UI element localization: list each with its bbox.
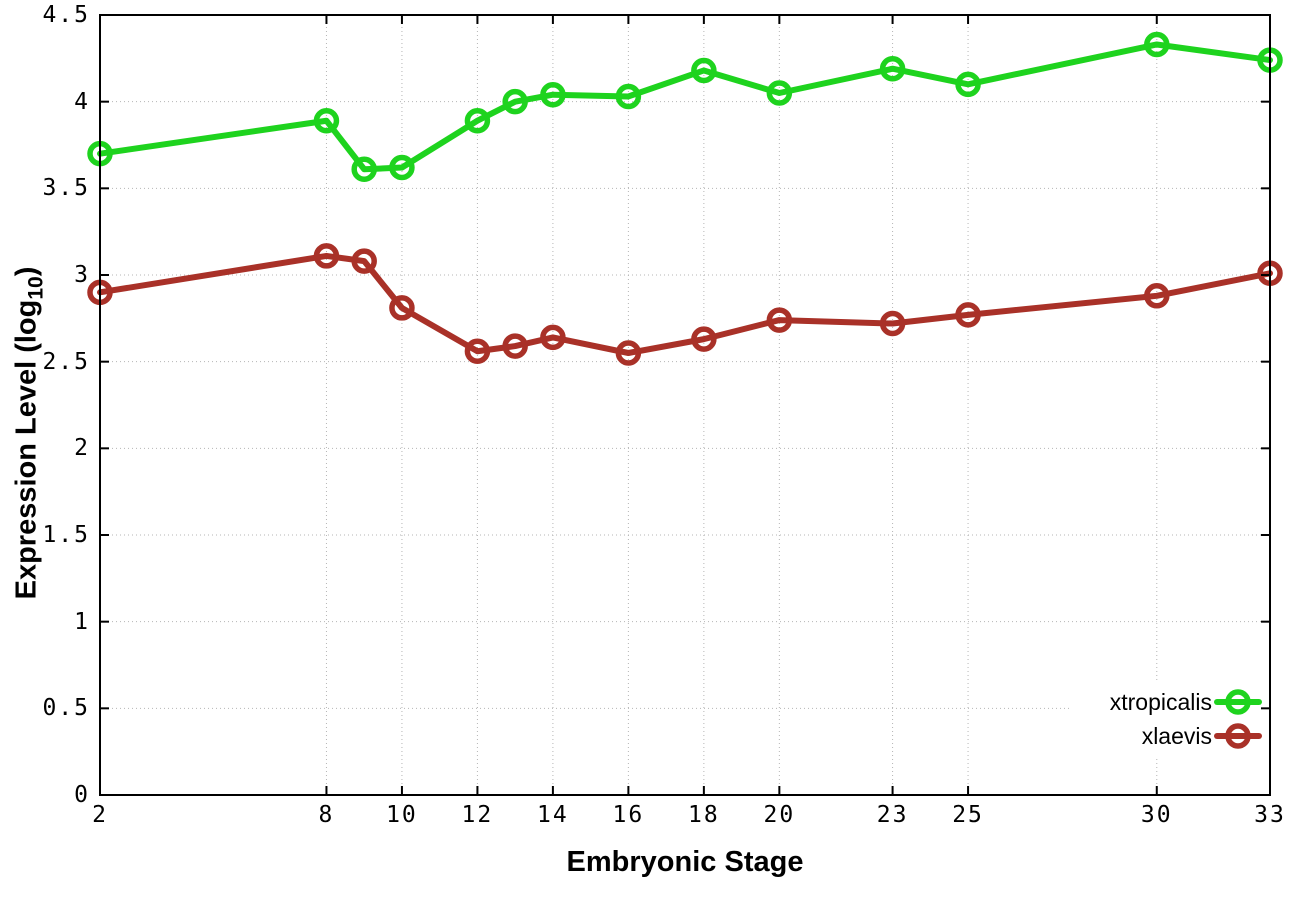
data-point-xtropicalis <box>389 154 415 181</box>
series-line-xlaevis <box>97 252 1273 356</box>
data-point-xlaevis <box>389 295 415 321</box>
legend-label-xlaevis: xlaevis <box>1141 723 1212 749</box>
data-point-xtropicalis <box>955 71 981 98</box>
data-point-xtropicalis <box>540 81 566 108</box>
y-tick-label: 0 <box>74 782 90 808</box>
y-tick-label: 1.5 <box>42 522 90 548</box>
y-tick-label: 2 <box>74 435 90 462</box>
x-tick-label: 8 <box>318 802 335 828</box>
x-tick-label: 14 <box>537 802 569 828</box>
data-point-xtropicalis <box>351 156 377 183</box>
x-tick-label: 10 <box>386 802 418 828</box>
data-point-xtropicalis <box>502 88 528 115</box>
y-tick-label: 2.5 <box>42 348 90 375</box>
data-point-xlaevis <box>691 326 717 352</box>
x-axis-title: Embryonic Stage <box>566 846 804 878</box>
data-point-xlaevis <box>766 307 793 333</box>
data-point-xlaevis <box>879 310 906 337</box>
x-tick-label: 2 <box>92 802 108 828</box>
data-point-xlaevis <box>313 243 340 269</box>
data-point-xlaevis <box>955 302 981 328</box>
data-point-xlaevis <box>615 340 642 366</box>
legend-label-xtropicalis: xtropicalis <box>1109 689 1212 715</box>
x-tick-label: 16 <box>612 802 645 828</box>
plot-border <box>99 14 1271 796</box>
legend-sample-marker-xtropicalis <box>1225 689 1251 715</box>
y-tick-label: 1 <box>74 608 90 635</box>
x-tick-label: 18 <box>688 802 720 828</box>
data-point-xlaevis <box>540 324 566 351</box>
data-point-xlaevis <box>1144 283 1170 309</box>
x-tick-label: 20 <box>763 802 796 828</box>
data-point-xtropicalis <box>1144 31 1170 58</box>
data-point-xlaevis <box>464 338 491 365</box>
y-tick-label: 3.5 <box>42 175 90 202</box>
y-tick-label: 3 <box>74 262 90 288</box>
x-tick-label: 30 <box>1140 802 1173 828</box>
x-tick-label: 33 <box>1254 802 1286 828</box>
y-tick-label: 4 <box>74 88 90 115</box>
x-tick-label: 12 <box>461 802 494 828</box>
y-axis-title: Expression Level (log10) <box>11 267 48 600</box>
data-point-xtropicalis <box>879 55 906 82</box>
y-tick-label: 0.5 <box>42 695 90 722</box>
data-point-xtropicalis <box>313 107 340 134</box>
data-point-xtropicalis <box>464 107 491 134</box>
data-point-xtropicalis <box>766 80 793 106</box>
x-tick-label: 23 <box>876 802 909 828</box>
data-point-xlaevis <box>502 333 528 359</box>
legend-sample-marker-xlaevis <box>1225 723 1251 749</box>
data-point-xlaevis <box>351 248 377 274</box>
series-line-xtropicalis <box>97 41 1273 173</box>
y-tick-label: 4.5 <box>42 2 90 28</box>
data-point-xtropicalis <box>615 83 642 110</box>
data-point-xtropicalis <box>691 57 717 84</box>
x-tick-label: 25 <box>952 802 984 828</box>
